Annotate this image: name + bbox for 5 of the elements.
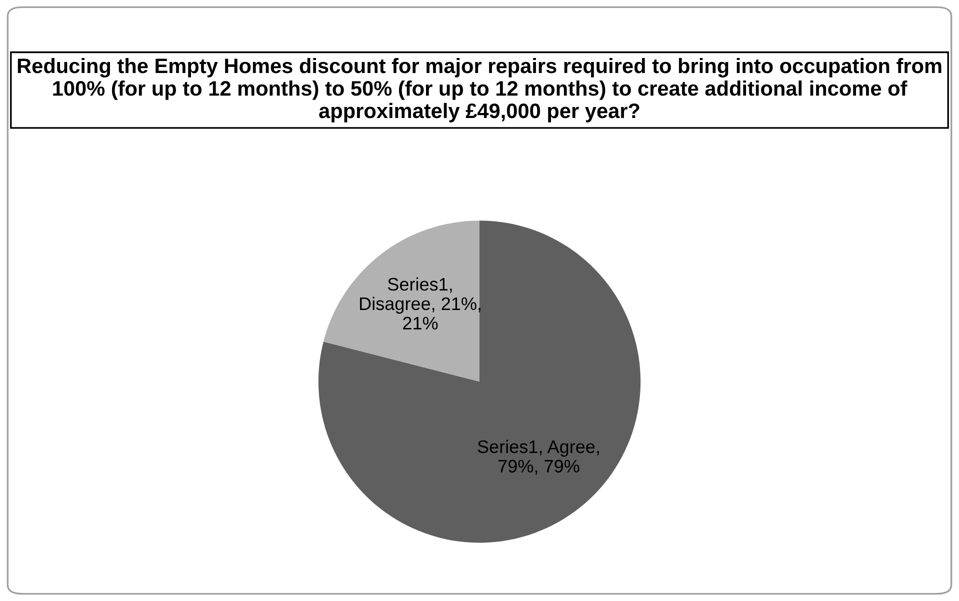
chart-title: Reducing the Empty Homes discount for major repairs required to bring into occupation from 100% (for up to 12 months) to 50% (for up to 12 months) to create additional income of approximately £49,000 per year? [18, 58, 942, 122]
data-label: Series1, Disagree, 21%, 21% [360, 277, 480, 330]
pie-slice [318, 220, 641, 543]
data-label: Series1, Agree, 79%, 79% [478, 440, 599, 475]
pie-slice [323, 220, 480, 382]
